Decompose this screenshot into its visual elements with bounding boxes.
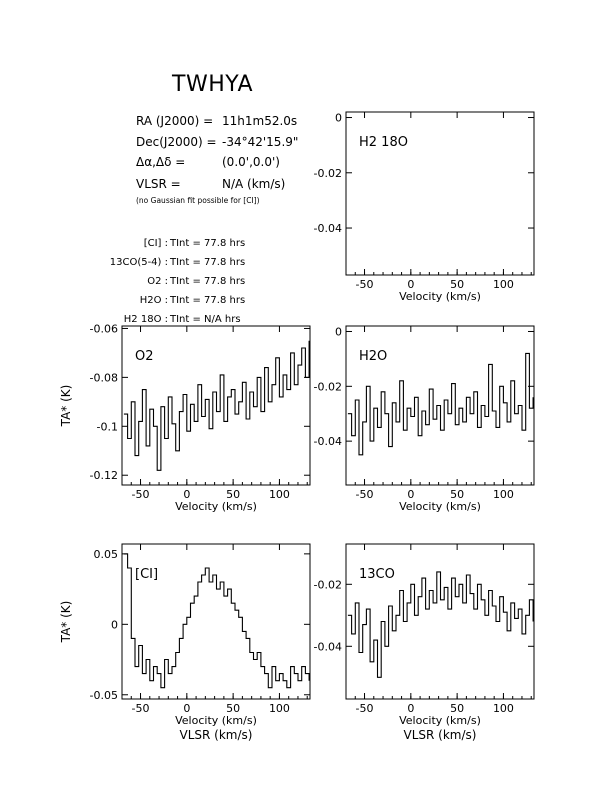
plot-frame [121,543,311,700]
plot-frame [345,325,535,486]
y-tick-label: 0 [111,618,118,631]
dec-label: Dec(J2000) = [136,135,217,149]
offset-value: (0.0',0.0') [222,155,280,169]
y-axis-label: TA* (K) [59,385,73,428]
panel-label: H2O [359,349,387,364]
offset-label: Δα,Δδ = [136,155,185,169]
spectrum-o2 [123,340,310,471]
dec-value: -34°42'15.9" [222,135,298,149]
x-axis-label: Velocity (km/s) [399,290,481,303]
spectrum-ci [123,553,310,689]
panel-label: O2 [135,349,154,364]
y-tick-label: 0.05 [94,548,119,561]
x-tick-label: 100 [493,702,514,715]
tint-value: TInt = 77.8 hrs [169,257,245,268]
x-axis-label: Velocity (km/s) [399,714,481,727]
y-tick-label: -0.06 [90,322,118,335]
vlsr-label: VLSR = [136,177,181,191]
panel-h218o: -50 0 50 100 0 -0.02 -0.04 Velocity (km/s) H2 18… [314,111,535,303]
panel-label: 13CO [359,567,395,582]
x-tick-label: -50 [356,488,374,501]
ra-label: RA (J2000) = [136,114,213,128]
x-tick-label: 50 [226,488,240,501]
x-axis-label: Velocity (km/s) [175,500,257,513]
x-tick-label: -50 [132,702,150,715]
source-title: TWHYA [172,72,254,97]
x-tick-label: 0 [407,488,414,501]
tint-line-label: 13CO(5-4) : [110,257,168,268]
vlsr-axis-label: VLSR (km/s) [404,728,477,742]
tint-line-label: H2 18O : [124,314,168,325]
x-axis-label: Velocity (km/s) [175,714,257,727]
tint-value: TInt = 77.8 hrs [169,295,245,306]
y-tick-label: -0.02 [314,578,342,591]
fit-note: (no Gaussian fit possible for [CI]) [136,196,260,205]
x-tick-label: 100 [493,278,514,291]
x-tick-label: 100 [493,488,514,501]
x-tick-label: -50 [356,702,374,715]
vlsr-value: N/A (km/s) [222,177,285,191]
y-axis-label: TA* (K) [59,601,73,644]
y-tick-label: 0 [335,112,342,125]
tint-line-label: O2 : [147,276,168,287]
panel-o2: -50 0 50 100 -0.06 -0.08 -0.1 -0.12 Velocity (km… [59,322,311,513]
x-tick-label: 0 [183,702,190,715]
panel-label: [CI] [135,567,158,582]
y-tick-label: -0.12 [90,469,118,482]
x-tick-label: 50 [450,278,464,291]
plot-frame [345,543,535,700]
x-tick-label: 0 [407,702,414,715]
y-tick-label: -0.04 [314,435,342,448]
panel-ci: -50 0 50 100 0.05 0 -0.05 Velocity (km/s)VLSR (… [59,543,311,742]
spectrum-h2o [347,352,534,456]
panel-label: H2 18O [359,135,408,150]
panel-13co: -50 0 50 100 -0.02 -0.04 Velocity (km/s)VLSR (… [314,543,535,742]
panel-h2o: -50 0 50 100 0 -0.02 -0.04 Velocity (km/s) H2O [314,325,535,513]
y-tick-label: -0.02 [314,167,342,180]
tint-line-label: H2O : [140,295,168,306]
tint-line-label: [CI] : [144,238,168,249]
x-tick-label: -50 [356,278,374,291]
y-tick-label: -0.08 [90,371,118,384]
plot-frame [345,111,535,276]
y-tick-label: 0 [335,325,342,338]
y-tick-label: -0.04 [314,222,342,235]
tint-value: TInt = 77.8 hrs [169,238,245,249]
ra-value: 11h1m52.0s [222,114,297,128]
x-tick-label: 100 [269,702,290,715]
x-tick-label: 0 [407,278,414,291]
y-tick-label: -0.1 [97,420,118,433]
x-tick-label: -50 [132,488,150,501]
x-tick-label: 100 [269,488,290,501]
x-axis-label: Velocity (km/s) [399,500,481,513]
x-tick-label: 50 [450,488,464,501]
header-block: RA (J2000) = 11h1m52.0s Dec(J2000) = -34°42… [110,114,299,325]
vlsr-axis-label: VLSR (km/s) [180,728,253,742]
y-tick-label: -0.04 [314,640,342,653]
x-tick-label: 0 [183,488,190,501]
plot-frame [121,325,311,486]
panels: -50 0 50 100 0 -0.02 -0.04 Velocity (km/s) H2 18… [59,111,535,742]
y-tick-label: -0.05 [90,689,118,702]
tint-value: TInt = N/A hrs [169,314,241,325]
x-tick-label: 50 [226,702,240,715]
tint-value: TInt = 77.8 hrs [169,276,245,287]
y-tick-label: -0.02 [314,380,342,393]
x-tick-label: 50 [450,702,464,715]
spectrum-13co [347,571,534,678]
